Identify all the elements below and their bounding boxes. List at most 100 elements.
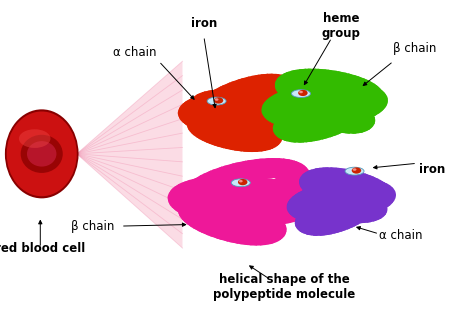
Polygon shape: [277, 124, 301, 138]
Circle shape: [312, 95, 341, 114]
Polygon shape: [314, 183, 333, 202]
Polygon shape: [197, 101, 225, 113]
Circle shape: [182, 98, 211, 117]
Circle shape: [233, 203, 263, 223]
Polygon shape: [342, 191, 347, 209]
Polygon shape: [369, 182, 388, 198]
Circle shape: [279, 89, 308, 108]
Polygon shape: [234, 132, 247, 151]
Polygon shape: [303, 96, 325, 111]
Circle shape: [321, 115, 350, 134]
Polygon shape: [225, 110, 250, 126]
Circle shape: [217, 215, 247, 236]
Polygon shape: [196, 186, 221, 201]
Circle shape: [330, 109, 359, 128]
Circle shape: [283, 110, 311, 129]
Polygon shape: [311, 184, 327, 200]
Polygon shape: [325, 193, 339, 210]
Circle shape: [235, 104, 263, 123]
Circle shape: [300, 101, 328, 120]
Text: red blood cell: red blood cell: [0, 242, 85, 255]
Circle shape: [219, 129, 247, 148]
Circle shape: [327, 112, 355, 131]
Polygon shape: [322, 93, 337, 112]
Polygon shape: [287, 85, 310, 103]
Circle shape: [300, 97, 328, 116]
Polygon shape: [219, 197, 242, 212]
Polygon shape: [197, 94, 215, 114]
Circle shape: [291, 106, 319, 124]
Polygon shape: [270, 84, 298, 91]
Circle shape: [244, 200, 274, 220]
Polygon shape: [196, 111, 214, 128]
Circle shape: [303, 179, 330, 197]
Polygon shape: [317, 118, 337, 138]
Circle shape: [240, 201, 270, 221]
Polygon shape: [306, 218, 319, 235]
Polygon shape: [183, 193, 213, 198]
Circle shape: [241, 101, 270, 120]
Circle shape: [215, 84, 244, 103]
Polygon shape: [363, 205, 376, 222]
Polygon shape: [192, 177, 211, 198]
Polygon shape: [312, 91, 329, 111]
Polygon shape: [318, 96, 332, 114]
Polygon shape: [246, 118, 268, 136]
Circle shape: [228, 127, 256, 146]
Circle shape: [295, 212, 322, 230]
Circle shape: [363, 193, 390, 211]
Circle shape: [317, 94, 346, 112]
Circle shape: [242, 177, 272, 197]
Circle shape: [237, 189, 267, 209]
Circle shape: [338, 187, 365, 204]
Polygon shape: [287, 96, 304, 113]
Circle shape: [342, 179, 368, 196]
Polygon shape: [258, 109, 287, 113]
Circle shape: [214, 165, 244, 186]
Circle shape: [302, 122, 331, 140]
Polygon shape: [319, 98, 348, 102]
Circle shape: [286, 86, 314, 105]
Polygon shape: [229, 223, 247, 244]
Polygon shape: [168, 196, 199, 203]
Polygon shape: [248, 99, 271, 119]
Circle shape: [293, 191, 319, 208]
Circle shape: [254, 127, 283, 145]
Circle shape: [191, 180, 221, 200]
Polygon shape: [342, 202, 359, 221]
Polygon shape: [292, 107, 313, 125]
Circle shape: [191, 121, 219, 139]
Polygon shape: [317, 92, 322, 111]
Polygon shape: [254, 177, 273, 198]
Circle shape: [252, 131, 280, 150]
Polygon shape: [203, 109, 215, 128]
Circle shape: [240, 97, 268, 116]
Polygon shape: [172, 195, 200, 211]
Circle shape: [167, 187, 198, 208]
Circle shape: [280, 95, 308, 114]
Polygon shape: [324, 192, 330, 210]
Circle shape: [268, 98, 296, 117]
Circle shape: [191, 178, 221, 198]
Polygon shape: [285, 110, 309, 127]
Circle shape: [224, 162, 255, 182]
Polygon shape: [272, 108, 301, 116]
Circle shape: [323, 168, 349, 185]
Circle shape: [192, 177, 222, 197]
Circle shape: [260, 185, 291, 205]
Circle shape: [192, 182, 222, 202]
Polygon shape: [240, 204, 264, 224]
Circle shape: [228, 176, 259, 196]
Polygon shape: [300, 180, 326, 188]
Polygon shape: [224, 215, 236, 235]
Polygon shape: [362, 192, 370, 209]
Circle shape: [236, 191, 266, 211]
Circle shape: [356, 89, 384, 108]
Circle shape: [333, 102, 362, 121]
Circle shape: [356, 86, 384, 105]
Polygon shape: [345, 179, 356, 197]
Circle shape: [258, 100, 286, 119]
Circle shape: [194, 214, 224, 234]
Circle shape: [195, 99, 224, 118]
Polygon shape: [300, 210, 324, 224]
